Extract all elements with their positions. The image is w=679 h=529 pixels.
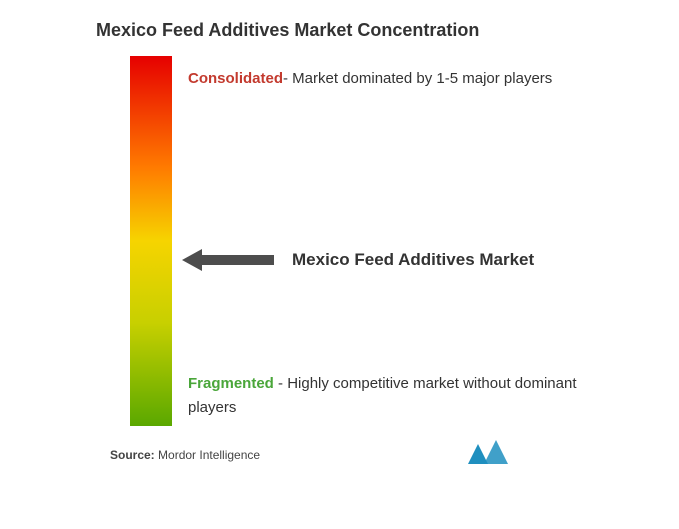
market-position-marker: Mexico Feed Additives Market (182, 248, 534, 272)
source-attribution: Source: Mordor Intelligence (110, 448, 260, 462)
consolidated-annotation: Consolidated- Market dominated by 1-5 ma… (188, 70, 552, 87)
chart-title: Mexico Feed Additives Market Concentrati… (96, 20, 479, 41)
fragmented-annotation: Fragmented - Highly competitive market w… (188, 372, 608, 420)
source-prefix: Source: (110, 448, 155, 462)
market-name-label: Mexico Feed Additives Market (292, 250, 534, 270)
consolidated-desc: - Market dominated by 1-5 major players (283, 70, 552, 87)
concentration-gradient-bar (130, 56, 172, 426)
mordor-logo-icon (466, 438, 510, 466)
fragmented-label: Fragmented (188, 375, 274, 392)
source-value: Mordor Intelligence (155, 448, 260, 462)
arrow-left-icon (182, 248, 274, 272)
consolidated-label: Consolidated (188, 70, 283, 87)
